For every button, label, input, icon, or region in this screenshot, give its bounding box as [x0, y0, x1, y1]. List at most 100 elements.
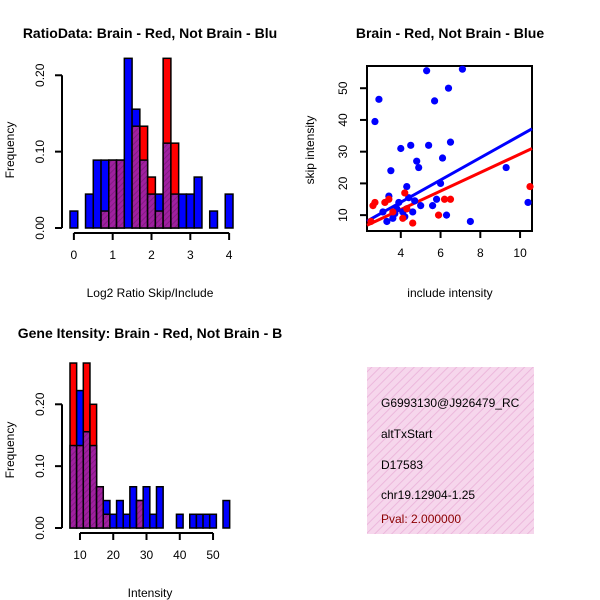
scatter-point-not-brain: [411, 197, 419, 205]
intensity-x-tick-label: 40: [173, 548, 187, 562]
info-event-id: G6993130@J926479_RC: [381, 396, 520, 410]
intensity-bar-not-brain: [202, 513, 211, 529]
ratio-bar-overlap: [100, 210, 110, 229]
ratio-bar-overlap: [139, 159, 149, 229]
intensity-bar-not-brain: [149, 513, 158, 529]
intensity-bar-not-brain: [142, 485, 151, 529]
scatter-point-not-brain: [387, 167, 395, 175]
scatter-xlabel: include intensity: [407, 286, 492, 300]
scatter-title: Brain - Red, Not Brain - Blue: [356, 25, 544, 41]
intensity-bar-overlap: [95, 485, 105, 529]
info-gene: D17583: [381, 458, 423, 472]
ratio-y-tick-label: 0.20: [33, 63, 47, 87]
intensity-bar-overlap: [102, 513, 111, 529]
scatter-point-not-brain: [405, 194, 413, 202]
scatter-point-not-brain: [395, 198, 403, 207]
intensity-scatter: Brain - Red, Not Brain - Blue 4 6 8 10 10 20 3…: [303, 25, 544, 300]
ratio-y-tick-label: 0.10: [33, 140, 47, 164]
ratio-bar-overlap: [154, 210, 164, 229]
ratio-bar-overlap: [170, 193, 180, 229]
scatter-point-not-brain: [446, 138, 455, 146]
intensity-bar-not-brain: [208, 513, 218, 529]
ratio-axes: 0 1 2 3 4 0.00 0.10 0.20: [33, 63, 233, 262]
scatter-x-tick-label: 10: [513, 246, 527, 260]
intensity-bars: [69, 362, 231, 529]
scatter-point-not-brain: [458, 65, 467, 73]
scatter-point-not-brain: [438, 154, 447, 162]
intensity-axes: 10 20 30 40 50 0.00 0.10 0.20: [33, 392, 220, 562]
scatter-point-not-brain: [432, 195, 441, 203]
scatter-point-not-brain: [417, 202, 425, 210]
scatter-point-brain: [409, 219, 417, 227]
scatter-point-brain: [401, 189, 409, 197]
ratio-bar-overlap: [131, 125, 141, 229]
ratio-x-tick-label: 4: [226, 248, 233, 262]
ratio-ylabel: Frequency: [3, 122, 17, 179]
scatter-point-not-brain: [444, 84, 453, 92]
scatter-point-brain: [434, 211, 443, 219]
info-panel: G6993130@J926479_RC altTxStart D17583 ch…: [367, 367, 534, 534]
info-location: chr19.12904-1.25: [381, 488, 475, 502]
scatter-point-not-brain: [425, 141, 433, 149]
scatter-point-brain: [389, 208, 397, 216]
intensity-bar-overlap: [69, 444, 78, 529]
scatter-point-not-brain: [524, 198, 532, 207]
scatter-x-tick-label: 6: [437, 246, 444, 260]
scatter-point-not-brain: [415, 163, 423, 172]
scatter-axes: 4 6 8 10 10 20 30 40 50: [336, 81, 527, 260]
scatter-point-brain: [399, 214, 407, 222]
ratio-bar-not-brain: [185, 193, 195, 229]
scatter-point-not-brain: [383, 217, 391, 226]
scatter-point-not-brain: [423, 67, 431, 75]
scatter-point-not-brain: [407, 141, 415, 149]
scatter-point-not-brain: [375, 95, 383, 103]
ratio-bar-overlap: [108, 159, 118, 229]
ratio-bar-not-brain: [193, 176, 203, 229]
scatter-y-tick-label: 50: [336, 81, 350, 95]
intensity-bar-not-brain: [175, 513, 184, 529]
scatter-point-brain: [371, 198, 379, 207]
ratio-bar-not-brain: [123, 57, 133, 229]
ratio-bar-overlap: [162, 142, 172, 229]
ratio-histogram: RatioData: Brain - Red, Not Brain - Blu …: [3, 25, 277, 300]
scatter-point-not-brain: [429, 202, 437, 210]
scatter-point-brain: [446, 195, 455, 203]
scatter-point-not-brain: [371, 117, 379, 126]
intensity-bar-not-brain: [189, 513, 198, 529]
scatter-ylabel: skip intensity: [303, 116, 317, 185]
intensity-bar-overlap: [135, 499, 144, 529]
scatter-point-not-brain: [502, 163, 510, 172]
intensity-x-tick-label: 50: [206, 548, 220, 562]
intensity-bar-overlap: [89, 444, 98, 529]
ratio-x-tick-label: 0: [71, 248, 78, 262]
info-event-type: altTxStart: [381, 427, 433, 441]
scatter-point-not-brain: [436, 179, 445, 188]
info-panel-background: [367, 367, 534, 534]
ratio-x-tick-label: 2: [148, 248, 155, 262]
scatter-y-tick-label: 40: [336, 113, 350, 127]
intensity-bar-not-brain: [122, 513, 131, 529]
scatter-y-tick-label: 20: [336, 176, 350, 190]
scatter-points: [367, 65, 534, 227]
scatter-y-tick-label: 30: [336, 145, 350, 159]
ratio-bar-not-brain: [177, 193, 188, 229]
scatter-x-tick-label: 8: [477, 246, 484, 260]
scatter-fit-line-not-brain: [366, 127, 533, 223]
intensity-bar-overlap: [75, 444, 85, 529]
intensity-histogram: Gene Itensity: Brain - Red, Not Brain - …: [3, 325, 282, 600]
intensity-x-tick-label: 20: [107, 548, 121, 562]
scatter-x-tick-label: 4: [397, 246, 404, 260]
ratio-bar-not-brain: [69, 210, 79, 229]
ratio-bar-overlap: [146, 193, 157, 229]
intensity-bar-not-brain: [222, 499, 231, 529]
scatter-point-not-brain: [379, 208, 387, 216]
scatter-point-brain: [403, 205, 411, 213]
scatter-point-brain: [526, 182, 534, 191]
ratio-bar-not-brain: [224, 193, 234, 229]
scatter-point-brain: [385, 195, 393, 203]
intensity-x-tick-label: 30: [140, 548, 154, 562]
scatter-point-not-brain: [409, 208, 417, 216]
ratio-bar-not-brain: [92, 159, 102, 229]
scatter-point-not-brain: [397, 144, 405, 153]
